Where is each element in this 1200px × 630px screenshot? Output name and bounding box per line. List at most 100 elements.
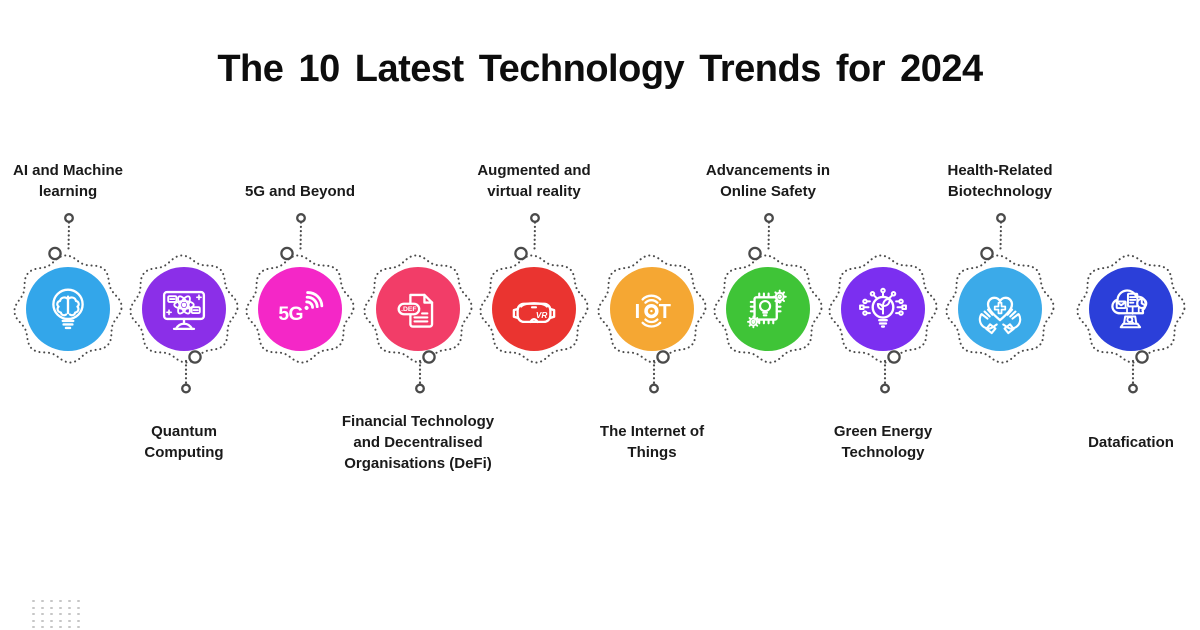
trend-circle (258, 267, 342, 351)
svg-text:T: T (659, 301, 671, 323)
trend-label-text: Green Energy Technology (833, 423, 933, 461)
connector-border-ring (188, 350, 202, 364)
trend-art: I T (597, 254, 707, 394)
trend-art (13, 213, 123, 364)
dotted-outline (713, 254, 823, 364)
eco-bulb-icon (859, 287, 907, 328)
trend-label-text: The Internet of Things (599, 423, 705, 461)
security-chip-icon (747, 289, 787, 329)
connector-border-ring (980, 246, 994, 261)
trend-label: Datafication (1041, 410, 1200, 474)
trend-label: Green Energy Technology (793, 410, 973, 474)
decoration-dot (68, 613, 71, 616)
connector-border-ring (422, 350, 436, 364)
decoration-dot (32, 606, 35, 609)
trend-circle (610, 267, 694, 351)
decoration-dot (50, 626, 53, 629)
trend-label-text: Financial Technology and Decentralised O… (341, 412, 495, 472)
quantum-computer-icon (162, 290, 206, 331)
connector-end-ring (1128, 383, 1138, 394)
connector-border-ring (48, 246, 62, 261)
trend-label-text: Health-Related Biotechnology (947, 162, 1053, 200)
decoration-dot (41, 600, 44, 603)
svg-text:.DEF: .DEF (401, 306, 416, 313)
connector-dotted-line (999, 221, 1003, 252)
trend-label-text: 5G and Beyond (244, 183, 356, 200)
dotted-outline (363, 254, 473, 364)
decoration-dot (50, 619, 53, 622)
trend-circle (726, 267, 810, 351)
trend-art: VR (479, 213, 589, 364)
trend-label: The Internet of Things (562, 410, 742, 474)
connector-end-ring (296, 213, 306, 223)
decoration-dot (50, 606, 53, 609)
decoration-dot (68, 600, 71, 603)
connector-end-ring (530, 213, 540, 223)
trend-label-text: AI and Machine learning (12, 162, 124, 200)
decoration-dot (59, 626, 62, 629)
iot-icon: I T (635, 294, 671, 328)
decoration-dot (41, 606, 44, 609)
trend-art (828, 254, 938, 394)
connector-dotted-line (533, 221, 537, 252)
decoration-dot (32, 600, 35, 603)
decoration-dot (77, 619, 80, 622)
decoration-dot (77, 600, 80, 603)
page-title: The 10 Latest Technology Trends for 2024 (217, 48, 983, 90)
hands-heart-icon (978, 296, 1022, 335)
decoration-dot (59, 619, 62, 622)
trend-label: Augmented and virtual reality (444, 150, 624, 202)
svg-text:I: I (635, 301, 641, 323)
trend-label: AI and Machine learning (0, 150, 158, 202)
svg-text:VR: VR (536, 311, 547, 320)
dotted-outline (245, 254, 355, 364)
trend-circle (1089, 267, 1173, 351)
trend-circle (492, 267, 576, 351)
trend-label-text: Advancements in Online Safety (705, 162, 831, 200)
decoration-dot (59, 606, 62, 609)
trend-art (129, 254, 239, 394)
decoration-dot (50, 600, 53, 603)
data-cloud-icon (1111, 289, 1148, 329)
decoration-dot (32, 613, 35, 616)
dotted-outline (129, 254, 239, 364)
trend-label: Advancements in Online Safety (678, 150, 858, 202)
decoration-dot (77, 626, 80, 629)
decoration-dot (32, 619, 35, 622)
trend-circle (958, 267, 1042, 351)
connector-end-ring (181, 383, 191, 394)
connector-dotted-line (767, 221, 771, 252)
corner-dot-grid-decoration (32, 600, 86, 630)
svg-text:5G: 5G (278, 304, 303, 325)
trend-art: .DEF (363, 254, 473, 394)
connector-end-ring (649, 383, 659, 394)
dotted-outline (597, 254, 707, 364)
decoration-dot (59, 600, 62, 603)
connector-dotted-line (299, 221, 303, 252)
connector-end-ring (764, 213, 774, 223)
trend-label: Quantum Computing (94, 410, 274, 474)
5g-signal-icon: 5G (278, 291, 324, 325)
connector-border-ring (280, 246, 294, 261)
connector-end-ring (880, 383, 890, 394)
decoration-dot (77, 613, 80, 616)
trend-art: 5G (245, 213, 355, 364)
decoration-dot (41, 613, 44, 616)
decoration-dot (41, 626, 44, 629)
trend-art (713, 213, 823, 364)
dotted-outline (479, 254, 589, 364)
trend-label: Health-Related Biotechnology (910, 150, 1090, 202)
connector-end-ring (996, 213, 1006, 223)
decoration-dot (68, 626, 71, 629)
decoration-dot (32, 626, 35, 629)
decoration-dot (50, 613, 53, 616)
dotted-outline (945, 254, 1055, 364)
defi-document-icon: .DEF (397, 293, 434, 328)
connector-border-ring (656, 350, 670, 364)
brain-bulb-icon (52, 288, 84, 330)
connector-end-ring (64, 213, 74, 223)
connector-end-ring (415, 383, 425, 394)
dotted-outline (828, 254, 938, 364)
connector-border-ring (1135, 350, 1149, 364)
